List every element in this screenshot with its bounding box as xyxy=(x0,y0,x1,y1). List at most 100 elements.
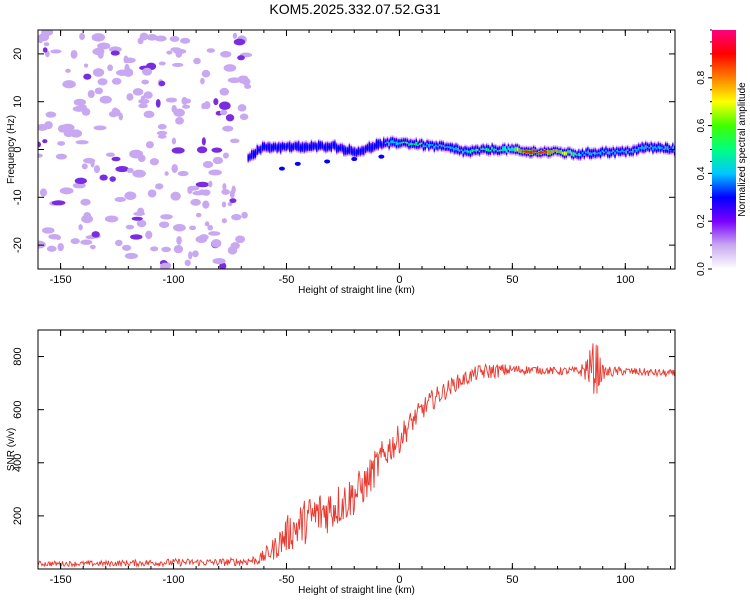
noise-blob xyxy=(227,77,242,84)
noise-blob xyxy=(193,57,201,65)
noise-blob xyxy=(45,111,57,118)
ridge-cell xyxy=(520,150,522,153)
noise-blob xyxy=(38,33,50,42)
ridge-cell xyxy=(478,150,481,153)
noise-blob xyxy=(38,153,43,158)
noise-blob xyxy=(123,55,129,64)
ridge-cell xyxy=(386,141,389,144)
noise-blob xyxy=(208,180,213,188)
ridge-cell xyxy=(354,150,356,154)
snr-ytick-label: 400 xyxy=(12,454,24,472)
ridge-cell xyxy=(590,152,593,156)
noise-blob xyxy=(181,96,188,105)
noise-blob xyxy=(231,213,242,221)
noise-blob xyxy=(202,160,214,169)
ridge-cell xyxy=(523,150,526,153)
ridge-cell xyxy=(435,144,437,147)
noise-blob xyxy=(223,64,237,72)
noise-blob xyxy=(126,93,134,101)
ridge-cell xyxy=(621,149,623,152)
ridge-cell xyxy=(614,151,616,155)
ridge-cell xyxy=(256,148,258,152)
noise-blob xyxy=(195,212,202,218)
noise-blob xyxy=(195,181,210,188)
noise-blob xyxy=(107,64,114,72)
noise-blob xyxy=(158,61,166,66)
noise-blob xyxy=(56,155,67,160)
ridge-cell xyxy=(299,147,302,150)
noise-blob xyxy=(83,212,92,220)
ridge-cell xyxy=(310,144,313,148)
ridge-cell xyxy=(270,147,273,149)
ridge-cell xyxy=(628,151,631,153)
ridge-cell xyxy=(643,146,645,150)
ridge-cell xyxy=(350,149,352,152)
noise-blob xyxy=(219,87,230,96)
noise-blob xyxy=(204,221,210,227)
ridge-cell xyxy=(480,148,482,151)
noise-blob xyxy=(41,227,55,234)
noise-blob xyxy=(221,201,227,208)
noise-blob xyxy=(181,104,191,109)
noise-blob xyxy=(48,233,61,240)
ridge-cell xyxy=(556,150,558,153)
noise-blob xyxy=(114,196,126,202)
noise-blob xyxy=(173,245,184,254)
noise-blob xyxy=(176,235,182,245)
noise-blob xyxy=(81,163,88,170)
ridge-cell xyxy=(399,142,401,145)
noise-blob xyxy=(126,167,134,174)
ridge-cell xyxy=(466,149,468,153)
noise-blob xyxy=(143,91,153,99)
noise-blob xyxy=(175,117,184,125)
ridge-cell xyxy=(549,151,551,154)
noise-blob xyxy=(83,63,89,68)
ridge-blob xyxy=(351,157,358,162)
noise-blob xyxy=(132,169,146,178)
ridge-cell xyxy=(449,146,452,150)
ridge-cell xyxy=(272,146,275,149)
noise-blob xyxy=(166,50,173,55)
ridge-cell xyxy=(589,152,591,156)
noise-blob xyxy=(172,223,186,232)
noise-blob xyxy=(124,191,137,201)
noise-blob xyxy=(118,112,123,121)
ridge-cell xyxy=(283,145,286,148)
noise-blob xyxy=(38,240,46,249)
noise-blob xyxy=(138,103,148,109)
ridge-cell xyxy=(525,150,528,154)
noise-blob xyxy=(241,211,248,219)
spectrogram-ytick-label: 20 xyxy=(12,48,24,60)
ridge-cell xyxy=(513,148,515,151)
ridge-cell xyxy=(581,152,584,154)
ridge-cell xyxy=(442,145,445,147)
noise-blob xyxy=(208,231,221,236)
noise-blob xyxy=(109,46,122,53)
ridge-cell xyxy=(635,149,638,152)
ridge-cell xyxy=(518,148,520,152)
noise-blob xyxy=(140,95,146,102)
ridge-cell xyxy=(598,152,600,154)
ridge-cell xyxy=(587,150,589,154)
ridge-cell xyxy=(395,141,398,145)
ridge-cell xyxy=(619,150,622,153)
ridge-cell xyxy=(260,148,262,151)
noise-blob xyxy=(99,95,112,104)
spectrogram-xtick-label: -100 xyxy=(163,274,185,286)
ridge-cell xyxy=(267,145,269,149)
ridge-cell xyxy=(554,149,557,152)
noise-blob xyxy=(111,156,121,162)
noise-blob xyxy=(188,251,193,260)
ridge-cell xyxy=(594,151,596,155)
ridge-cell xyxy=(576,154,578,156)
ridge-cell xyxy=(276,146,278,150)
ridge-cell xyxy=(645,145,647,149)
ridge-cell xyxy=(617,150,620,153)
ridge-cell xyxy=(634,148,636,151)
noise-blob xyxy=(65,68,71,73)
ridge-cell xyxy=(274,145,276,148)
ridge-cell xyxy=(641,145,643,150)
ridge-cell xyxy=(379,142,381,145)
noise-blob xyxy=(91,33,106,42)
